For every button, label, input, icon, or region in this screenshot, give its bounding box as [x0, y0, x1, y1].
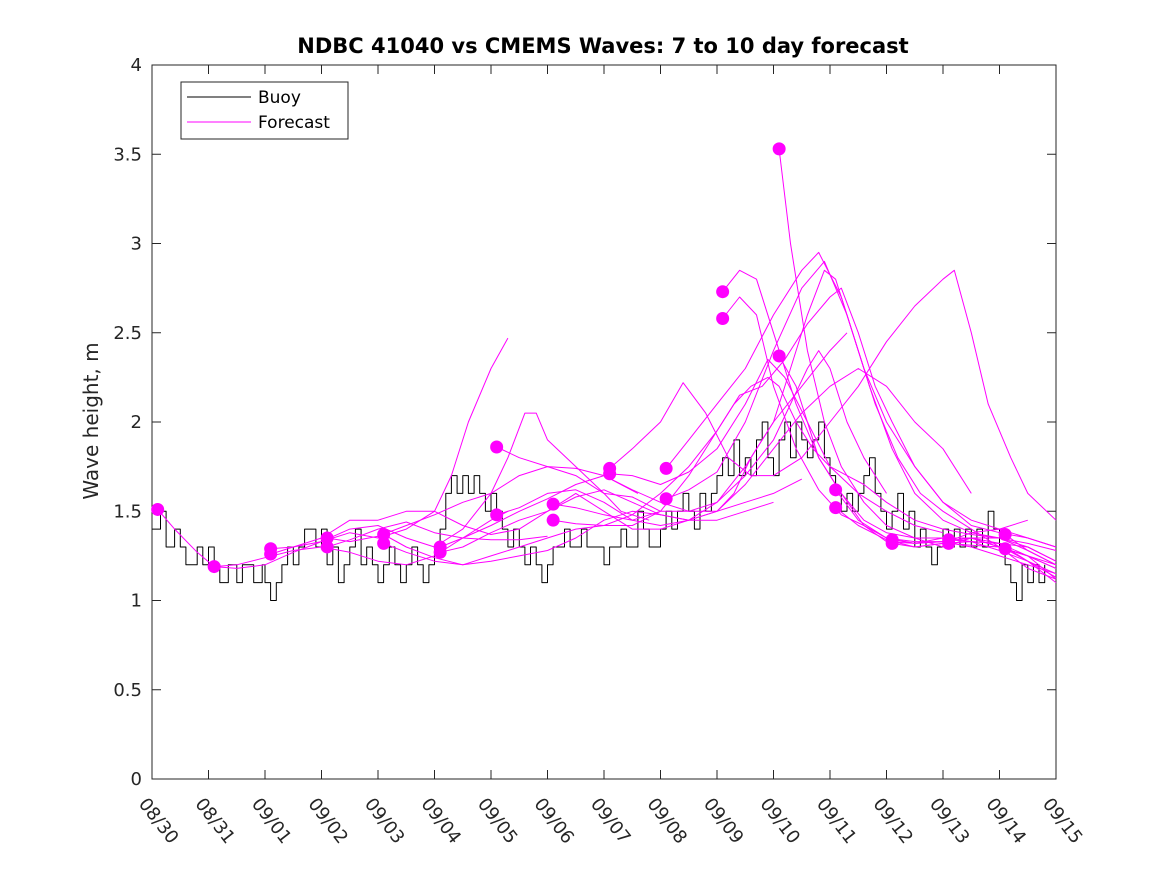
y-axis-ticks: 0 0.5 1 1.5 2 2.5 3 3.5 4 [113, 55, 1056, 790]
forecast-start-marker [772, 142, 786, 156]
y-tick-label: 0.5 [113, 680, 142, 701]
chart-title: NDBC 41040 vs CMEMS Waves: 7 to 10 day f… [297, 34, 908, 58]
y-tick-label: 3 [131, 234, 142, 255]
forecast-start-marker [659, 492, 673, 506]
forecast-series-line [778, 355, 1057, 575]
forecast-series-line [439, 475, 803, 548]
forecast-start-marker [885, 536, 899, 550]
forecast-start-marker [320, 531, 334, 545]
forecast-start-marker [490, 508, 504, 522]
forecast-series-line [439, 489, 774, 553]
forecast-start-marker [320, 540, 334, 554]
forecast-series-line [214, 337, 509, 569]
forecast-series-line [948, 539, 1057, 562]
forecast-start-marker [377, 527, 391, 541]
forecast-series-line [609, 359, 944, 534]
y-tick-label: 2.5 [113, 323, 142, 344]
forecast-series-line [383, 510, 661, 566]
forecast-start-marker [264, 547, 278, 561]
forecast-series-line [326, 521, 548, 548]
forecast-series-line [1004, 534, 1057, 566]
legend-forecast-label: Forecast [258, 113, 330, 133]
forecast-start-marker [151, 502, 165, 516]
y-tick-label: 3.5 [113, 144, 142, 165]
forecast-start-marker [433, 545, 447, 559]
legend-box [180, 81, 349, 140]
forecast-start-marker [716, 311, 730, 325]
forecast-start-marker [716, 285, 730, 299]
forecast-start-marker [942, 536, 956, 550]
forecast-start-marker [603, 467, 617, 481]
forecast-series-line [609, 269, 1057, 521]
forecast-start-marker [546, 513, 560, 527]
y-tick-label: 4 [131, 55, 142, 76]
forecast-start-marker [998, 542, 1012, 556]
y-axis-label: Wave height, m [79, 342, 103, 499]
plot-area [151, 64, 1057, 780]
forecast-start-marker [546, 497, 560, 511]
legend-buoy-label: Buoy [258, 88, 301, 108]
y-tick-label: 2 [131, 412, 142, 433]
forecast-series-line [553, 287, 1057, 548]
forecast-series-line [722, 269, 1057, 575]
forecast-start-marker [829, 483, 843, 497]
forecast-series-line [496, 350, 887, 512]
forecast-start-marker [998, 527, 1012, 541]
forecast-series-line [1004, 548, 1057, 583]
forecast-series-line [553, 376, 1057, 562]
forecast-start-marker [490, 440, 504, 454]
forecast-start-marker [377, 536, 391, 550]
legend: Buoy Forecast [180, 81, 349, 140]
forecast-series-line [496, 269, 1057, 566]
forecast-start-marker [659, 461, 673, 475]
forecast-start-marker [772, 349, 786, 363]
forecast-start-marker [207, 560, 221, 574]
forecast-series-line [665, 260, 1057, 551]
y-tick-label: 1.5 [113, 501, 142, 522]
series-layer [151, 142, 1057, 601]
axes-box [151, 64, 1057, 780]
y-tick-label: 0 [131, 769, 142, 790]
forecast-start-marker [829, 501, 843, 515]
y-tick-label: 1 [131, 591, 142, 612]
